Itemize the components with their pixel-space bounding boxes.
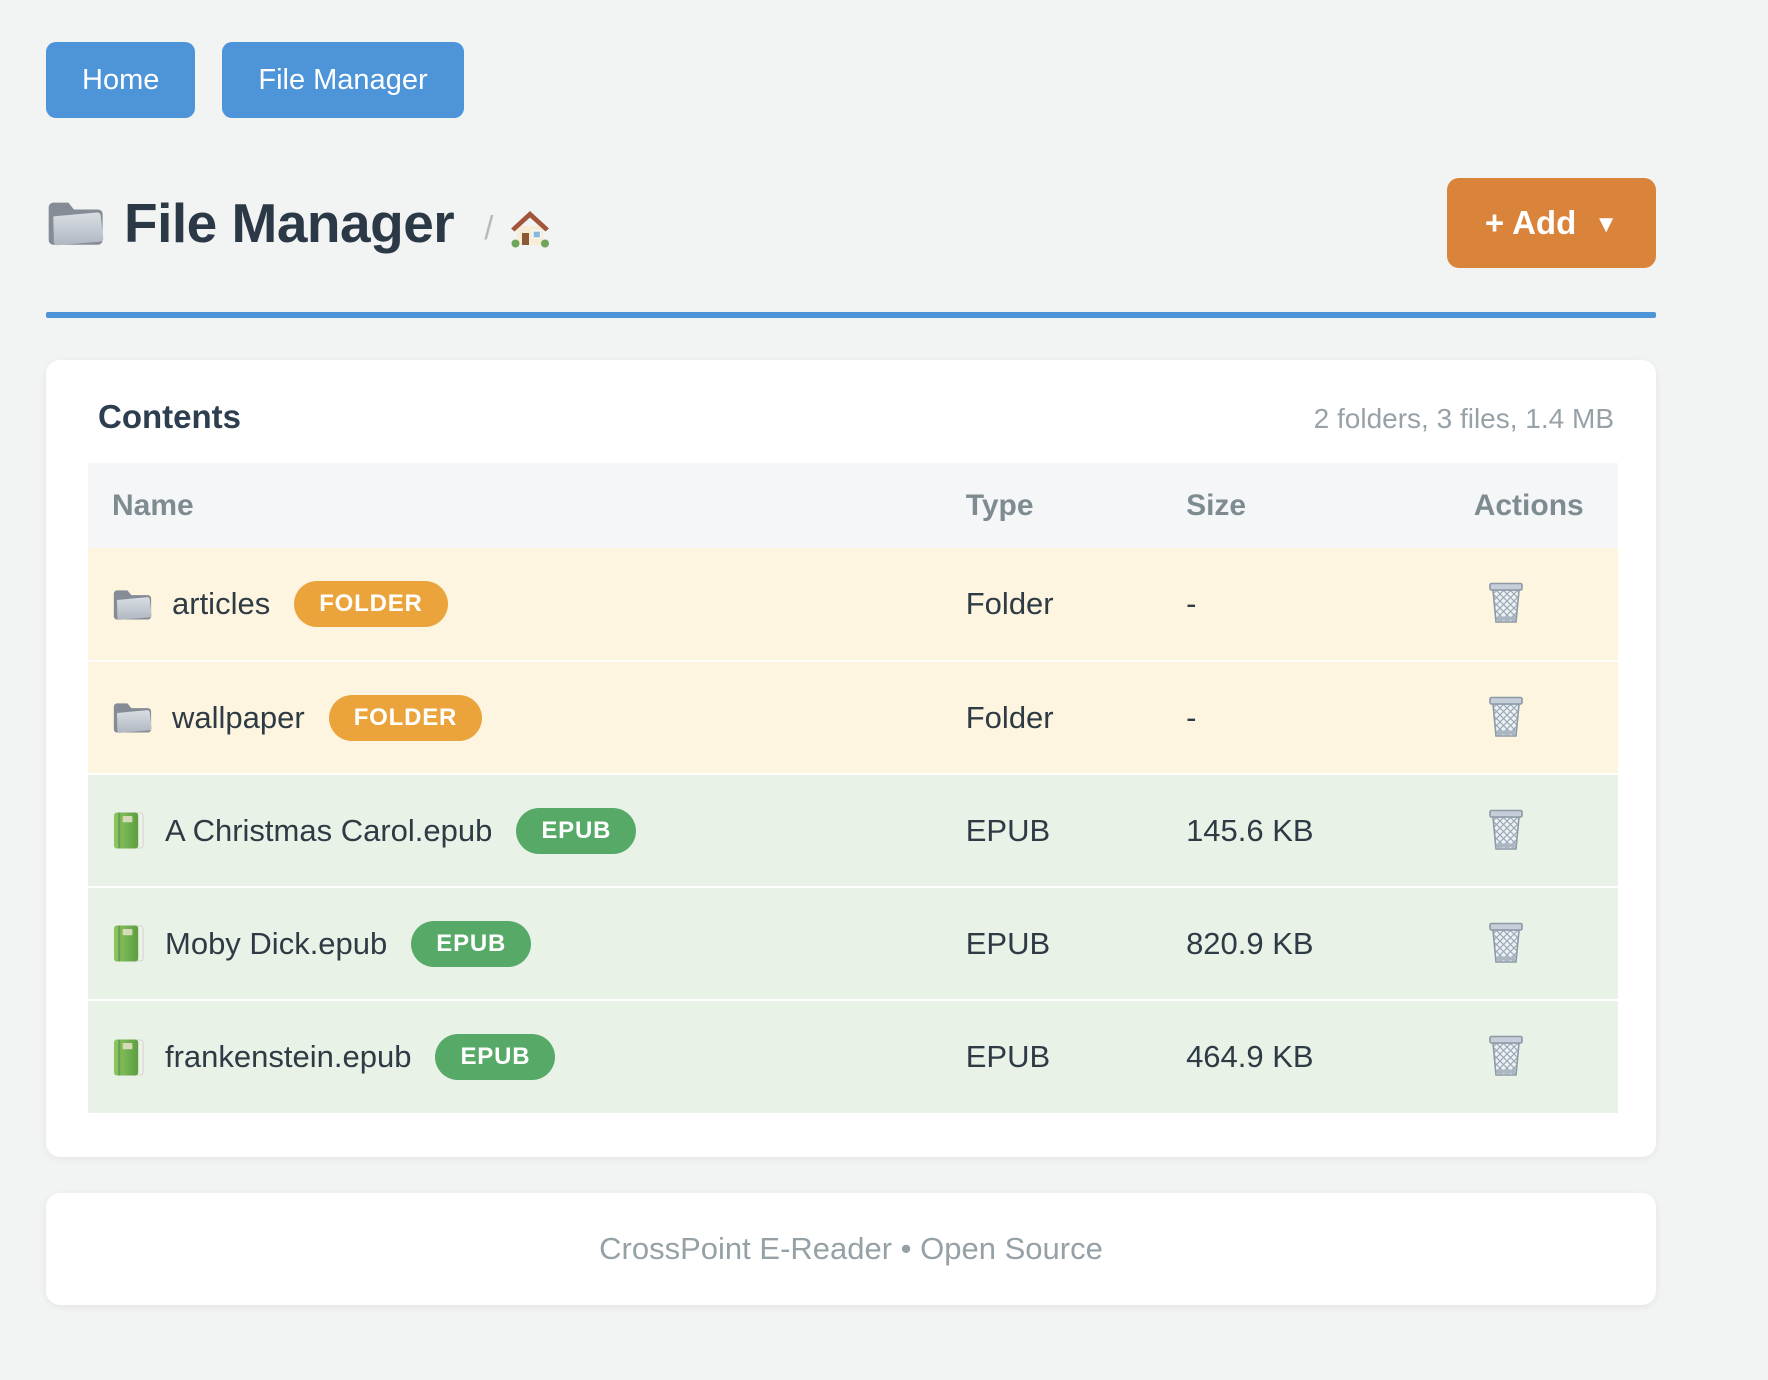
wastebasket-icon (1486, 1033, 1526, 1077)
wastebasket-icon (1486, 694, 1526, 738)
column-header-name: Name (88, 463, 942, 548)
table-row[interactable]: wallpaper FOLDER Folder - (88, 661, 1618, 774)
table-row[interactable]: articles FOLDER Folder - (88, 548, 1618, 661)
delete-button[interactable] (1480, 803, 1532, 855)
footer: CrossPoint E-Reader • Open Source (46, 1193, 1656, 1305)
file-name[interactable]: articles (172, 586, 271, 621)
file-type: EPUB (965, 925, 1051, 961)
file-name[interactable]: wallpaper (172, 699, 305, 735)
page-title: File Manager (124, 192, 455, 254)
file-size: 820.9 KB (1186, 925, 1314, 961)
home-icon[interactable] (509, 209, 551, 249)
contents-title: Contents (98, 398, 241, 435)
add-button[interactable]: + Add ▼ (1446, 178, 1656, 268)
wastebasket-icon (1486, 920, 1526, 964)
contents-summary: 2 folders, 3 files, 1.4 MB (1313, 403, 1614, 434)
file-size: 464.9 KB (1186, 1039, 1314, 1074)
delete-button[interactable] (1480, 576, 1532, 628)
file-size: 145.6 KB (1186, 812, 1314, 848)
file-type: Folder (965, 586, 1054, 621)
page: Home File Manager File Manager / (46, 42, 1656, 1305)
green-book-icon (112, 924, 145, 963)
folder-icon (112, 587, 152, 622)
title-wrap: File Manager / (46, 191, 551, 255)
column-header-type: Type (941, 463, 1163, 548)
column-header-size: Size (1162, 463, 1450, 548)
contents-card: Contents 2 folders, 3 files, 1.4 MB Name… (46, 360, 1656, 1157)
file-table-body: articles FOLDER Folder - (88, 548, 1618, 1113)
type-badge: EPUB (516, 807, 637, 854)
delete-button[interactable] (1480, 690, 1532, 742)
nav-home-button[interactable]: Home (46, 42, 196, 118)
table-row[interactable]: frankenstein.epub EPUB EPUB 464.9 KB (88, 1000, 1618, 1113)
folder-icon (112, 700, 152, 735)
wastebasket-icon (1486, 807, 1526, 851)
page-header: File Manager / + Add ▼ (46, 178, 1656, 268)
table-header-row: Name Type Size Actions (88, 463, 1618, 548)
file-table: Name Type Size Actions (88, 463, 1618, 1113)
add-button-label: + Add (1484, 204, 1577, 241)
footer-text: CrossPoint E-Reader • Open Source (599, 1231, 1103, 1266)
type-badge: EPUB (435, 1034, 556, 1080)
table-row[interactable]: Moby Dick.epub EPUB EPUB 820.9 KB (88, 887, 1618, 1000)
type-badge: FOLDER (294, 581, 448, 627)
file-name[interactable]: A Christmas Carol.epub (165, 812, 493, 848)
table-row[interactable]: A Christmas Carol.epub EPUB EPUB 145.6 K… (88, 774, 1618, 887)
delete-button[interactable] (1480, 916, 1532, 968)
nav-file-manager-button[interactable]: File Manager (222, 42, 464, 118)
column-header-actions: Actions (1449, 463, 1618, 548)
file-type: EPUB (965, 812, 1051, 848)
header-divider (46, 312, 1656, 318)
caret-down-icon: ▼ (1594, 211, 1618, 238)
file-size: - (1186, 586, 1197, 621)
wastebasket-icon (1486, 580, 1526, 624)
file-name[interactable]: frankenstein.epub (165, 1039, 412, 1074)
green-book-icon (112, 1038, 145, 1077)
folder-icon (46, 198, 104, 248)
file-type: Folder (965, 699, 1054, 735)
file-size: - (1186, 699, 1197, 735)
type-badge: FOLDER (328, 694, 483, 741)
type-badge: EPUB (411, 920, 532, 967)
top-nav: Home File Manager (46, 42, 1656, 118)
file-name[interactable]: Moby Dick.epub (165, 925, 388, 961)
green-book-icon (112, 811, 145, 850)
delete-button[interactable] (1480, 1029, 1532, 1081)
contents-card-head: Contents 2 folders, 3 files, 1.4 MB (88, 398, 1618, 436)
breadcrumb-separator: / (484, 209, 494, 246)
file-type: EPUB (965, 1039, 1051, 1074)
